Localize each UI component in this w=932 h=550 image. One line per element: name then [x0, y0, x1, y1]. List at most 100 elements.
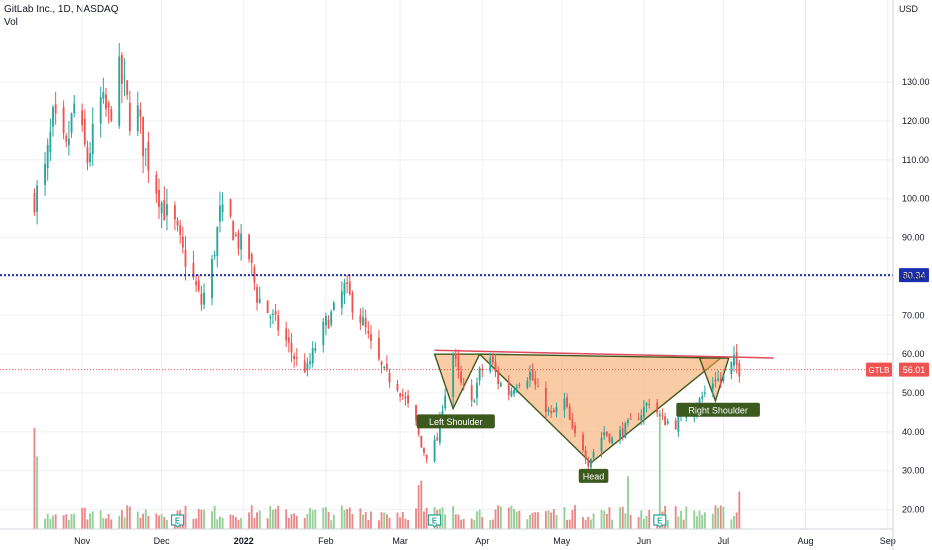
candle-body: [46, 145, 49, 169]
pattern-overlay: [433, 349, 774, 464]
candle-body: [107, 102, 110, 108]
candle-body: [44, 164, 46, 185]
candle-body: [216, 227, 219, 256]
volume-bar: [330, 520, 333, 529]
earnings-marker: [427, 514, 442, 528]
volume-bar: [272, 509, 274, 529]
volume-bar: [388, 517, 391, 529]
candle-body: [203, 292, 205, 305]
candle-body: [529, 371, 531, 381]
volume-bar: [99, 510, 102, 529]
volume-bar: [552, 509, 555, 529]
volume-bar: [197, 509, 200, 529]
x-tick-label: Apr: [475, 536, 489, 546]
pattern-label: Head: [583, 471, 605, 481]
volume-label: Vol: [4, 17, 18, 28]
candle-body: [714, 380, 717, 382]
current-price-label: 56.01: [903, 365, 926, 375]
volume-bar: [698, 510, 701, 529]
candle-body: [642, 406, 645, 418]
volume-bar: [719, 505, 722, 529]
candle-body: [378, 337, 380, 360]
candle-body: [619, 429, 621, 439]
volume-bar: [253, 517, 256, 529]
volume-bar: [454, 514, 457, 529]
candle-body: [383, 366, 386, 369]
volume-bar: [314, 509, 317, 529]
volume-bar: [462, 518, 465, 529]
candle-body: [433, 439, 436, 461]
candle-body: [457, 356, 460, 371]
volume-bar: [91, 511, 94, 529]
volume-bar: [216, 519, 219, 529]
volume-bar: [738, 491, 741, 529]
chart-title: GitLab Inc., 1D, NASDAQ: [4, 4, 119, 15]
volume-bar: [383, 512, 386, 529]
volume-bar: [306, 513, 309, 529]
candle-body: [303, 360, 306, 373]
volume-bar: [362, 514, 364, 529]
candle-body: [155, 174, 158, 194]
volume-bar: [232, 515, 235, 529]
candle-body: [385, 364, 388, 370]
volume-bar: [401, 512, 404, 529]
volume-bar: [65, 514, 68, 529]
candle-body: [219, 205, 221, 222]
candle-body: [99, 97, 102, 124]
volume-bar: [481, 517, 484, 529]
candle-body: [420, 436, 423, 448]
volume-bar: [497, 505, 500, 529]
candle-body: [163, 200, 166, 221]
x-tick-label: Jun: [637, 536, 652, 546]
pattern-label: Right Shoulder: [688, 405, 748, 415]
candle-body: [211, 259, 213, 299]
candle-body: [603, 432, 606, 436]
candle-body: [33, 193, 36, 213]
volume-bar: [733, 516, 735, 529]
candle-body: [179, 224, 182, 235]
volume-bar: [417, 485, 420, 529]
candle-body: [184, 249, 187, 267]
x-tick-label: Feb: [318, 536, 334, 546]
x-tick-label: Mar: [392, 536, 408, 546]
volume-bar: [627, 476, 629, 529]
neckline: [434, 349, 774, 359]
symbol-label: GTLB: [869, 366, 890, 375]
volume-bar: [460, 519, 463, 529]
candle-body: [624, 422, 627, 439]
volume-bar: [147, 515, 150, 529]
pattern-label: Left Shoulder: [429, 417, 483, 427]
y-tick-label: 50.00: [902, 388, 925, 398]
candle-body: [499, 383, 502, 387]
y-tick-label: 110.00: [902, 155, 929, 165]
volume-bar: [269, 506, 272, 529]
symbol-tag: [866, 362, 892, 377]
volume-bar: [420, 480, 423, 529]
volume-bar: [211, 511, 213, 529]
candle-body: [221, 204, 224, 213]
candle-body: [229, 199, 232, 217]
candle-body: [719, 378, 722, 382]
candle-body: [287, 337, 290, 343]
volume-bar: [46, 513, 49, 529]
volume-bar: [203, 509, 205, 529]
volume-bar: [735, 512, 738, 529]
volume-bar: [682, 519, 685, 529]
candle-body: [582, 434, 584, 451]
y-tick-label: 30.00: [902, 466, 925, 476]
volume-bar: [277, 505, 280, 529]
volume-bar: [62, 515, 65, 529]
candle-body: [370, 333, 372, 341]
candle-body: [674, 420, 677, 430]
volume-bar: [515, 511, 518, 529]
volume-bar: [118, 515, 121, 529]
volume-bar: [107, 513, 110, 529]
volume-bar: [457, 514, 460, 529]
grid: [0, 0, 893, 529]
candle-body: [547, 408, 550, 412]
volume-bar: [128, 506, 131, 529]
volume-bar: [423, 511, 425, 529]
volume-bar: [309, 508, 311, 529]
candle-body: [123, 76, 126, 78]
